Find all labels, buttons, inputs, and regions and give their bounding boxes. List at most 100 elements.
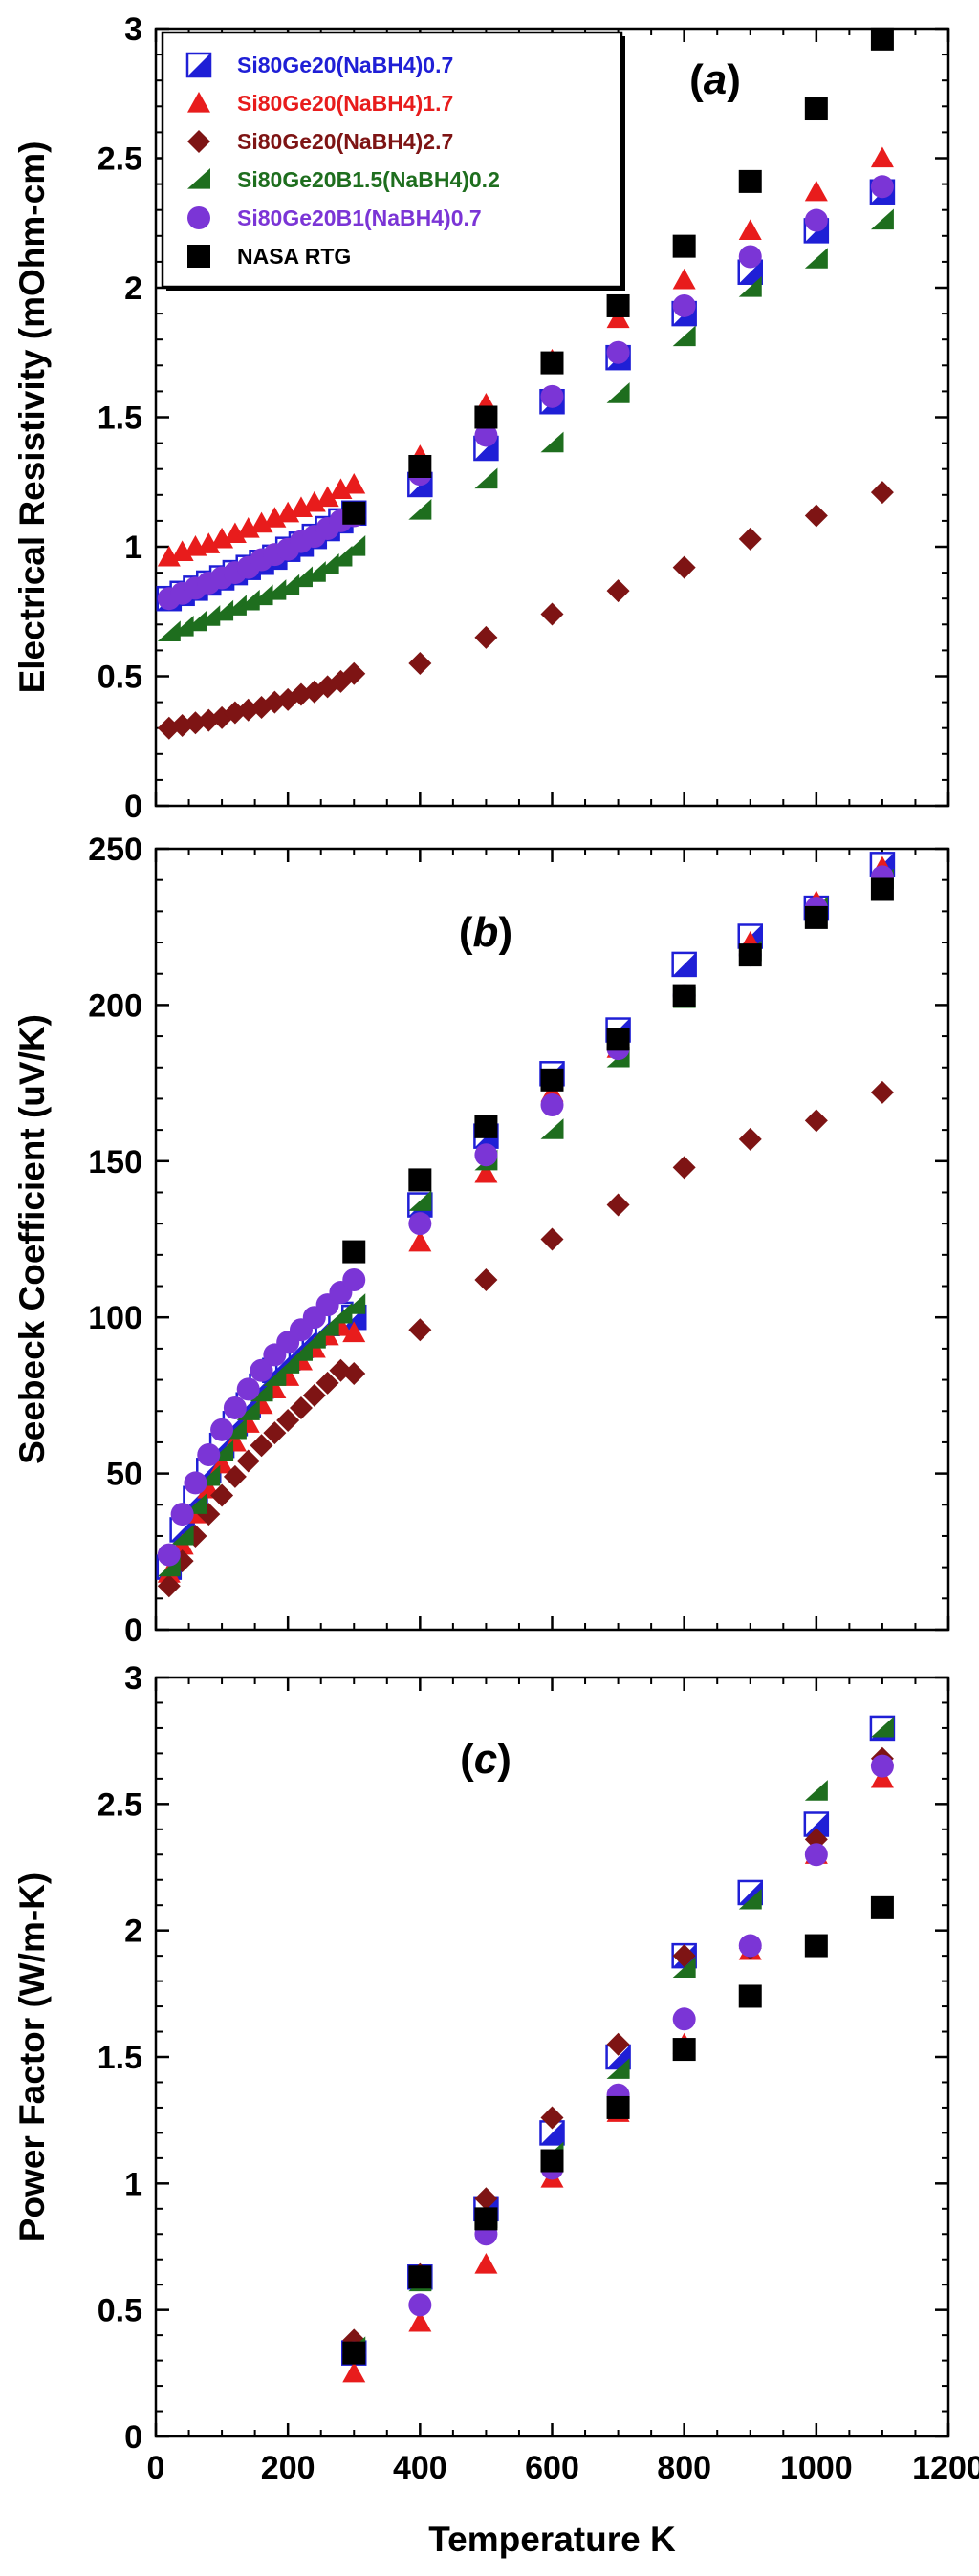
data-point <box>408 1168 432 1192</box>
data-point <box>342 472 366 494</box>
data-point <box>804 1934 828 1958</box>
data-point <box>672 555 696 579</box>
plot-frame <box>154 1676 950 2438</box>
data-point <box>250 511 273 533</box>
legend-marker <box>187 245 210 268</box>
series-Si80Ge20(NaBH4)2.7 <box>342 1746 894 2352</box>
data-point <box>342 1267 366 1291</box>
y-tick-label: 0.5 <box>98 660 142 696</box>
data-point <box>263 1421 287 1445</box>
data-point <box>738 1888 762 1910</box>
series-NASA RTG <box>342 877 894 1264</box>
data-point <box>223 1418 247 1440</box>
data-point <box>738 276 762 297</box>
data-point <box>804 1780 828 1801</box>
y-tick-label: 0 <box>124 2419 142 2456</box>
data-point <box>289 1396 313 1419</box>
data-point <box>263 507 287 528</box>
x-tick-label: 600 <box>525 2450 579 2486</box>
data-point <box>302 490 326 512</box>
data-point <box>804 208 828 232</box>
data-point <box>474 2207 498 2231</box>
y-axis-title: Power Factor (W/m-K) <box>12 1872 52 2241</box>
data-point <box>408 2293 432 2317</box>
series-NASA RTG <box>342 27 894 525</box>
data-point <box>672 234 696 258</box>
legend-label: Si80Ge20(NaBH4)1.7 <box>237 91 453 116</box>
data-point <box>210 527 234 549</box>
data-point <box>870 1080 894 1104</box>
data-point <box>342 2361 366 2383</box>
legend: Si80Ge20(NaBH4)0.7 Si80Ge20(NaBH4)1.7 Si80… <box>161 31 625 291</box>
y-tick-label: 1.5 <box>98 2040 142 2076</box>
panel-label: (b) <box>459 909 512 956</box>
data-point <box>342 1362 366 1386</box>
data-point <box>738 245 762 269</box>
data-point <box>738 1934 762 1958</box>
y-tick-label: 250 <box>88 832 142 868</box>
data-point <box>289 566 313 588</box>
data-point <box>250 1358 273 1382</box>
data-point <box>606 307 630 329</box>
data-point <box>540 2106 564 2130</box>
series-Si80Ge20B1.5(NaBH4)0.2 <box>157 868 894 1577</box>
data-point <box>539 2120 565 2146</box>
data-point <box>606 382 630 403</box>
data-point <box>672 2007 696 2031</box>
data-point <box>474 2253 498 2274</box>
legend-marker <box>185 52 212 78</box>
data-point <box>606 579 630 603</box>
data-point <box>474 405 498 429</box>
data-point <box>408 1190 432 1211</box>
x-tick-label: 1000 <box>780 2450 853 2486</box>
data-point <box>870 1766 894 1788</box>
panel-1: 0 0.5 1 1.5 2 2.5 3 Electrical Resistivity (mOh… <box>12 11 950 825</box>
y-tick-label: 200 <box>88 987 142 1024</box>
data-point <box>408 454 432 478</box>
data-point <box>408 651 432 675</box>
data-point <box>184 1493 207 1514</box>
panel-label: (a) <box>689 56 741 103</box>
data-point <box>329 478 353 499</box>
data-point <box>157 545 181 567</box>
data-point <box>672 2038 696 2062</box>
data-point <box>540 384 564 408</box>
data-point <box>474 467 498 489</box>
data-point <box>672 293 696 317</box>
data-point <box>870 1895 894 1919</box>
data-point <box>157 1574 181 1598</box>
data-point <box>315 486 339 508</box>
legend-marker <box>187 92 210 113</box>
data-point <box>870 481 894 505</box>
y-tick-label: 1 <box>124 2166 142 2202</box>
data-point <box>672 984 696 1007</box>
data-point <box>342 1293 366 1314</box>
data-point <box>236 1377 260 1401</box>
data-point <box>474 625 498 649</box>
data-point <box>315 552 339 574</box>
data-point <box>540 1068 564 1092</box>
data-point <box>474 423 498 447</box>
y-axis-title: Electrical Resistivity (mOhm-cm) <box>12 141 52 694</box>
x-tick-label: 200 <box>261 2450 315 2486</box>
data-point <box>870 175 894 199</box>
legend-marker <box>187 168 210 189</box>
data-point <box>329 545 353 567</box>
data-point <box>738 1127 762 1151</box>
data-point <box>236 517 260 538</box>
data-point <box>803 1811 830 1837</box>
data-point <box>474 1143 498 1167</box>
data-point <box>223 1464 247 1488</box>
y-tick-label: 2.5 <box>98 1786 142 1823</box>
data-point <box>540 1227 564 1251</box>
data-point <box>671 951 697 978</box>
data-point <box>276 1409 300 1433</box>
y-tick-label: 0 <box>124 1613 142 1649</box>
data-point <box>672 1944 696 1968</box>
data-point <box>606 340 630 364</box>
data-point <box>223 522 247 544</box>
series-Si80Ge20(NaBH4)2.7 <box>157 1080 894 1598</box>
y-tick-label: 1.5 <box>98 400 142 437</box>
data-point <box>408 1230 432 1252</box>
